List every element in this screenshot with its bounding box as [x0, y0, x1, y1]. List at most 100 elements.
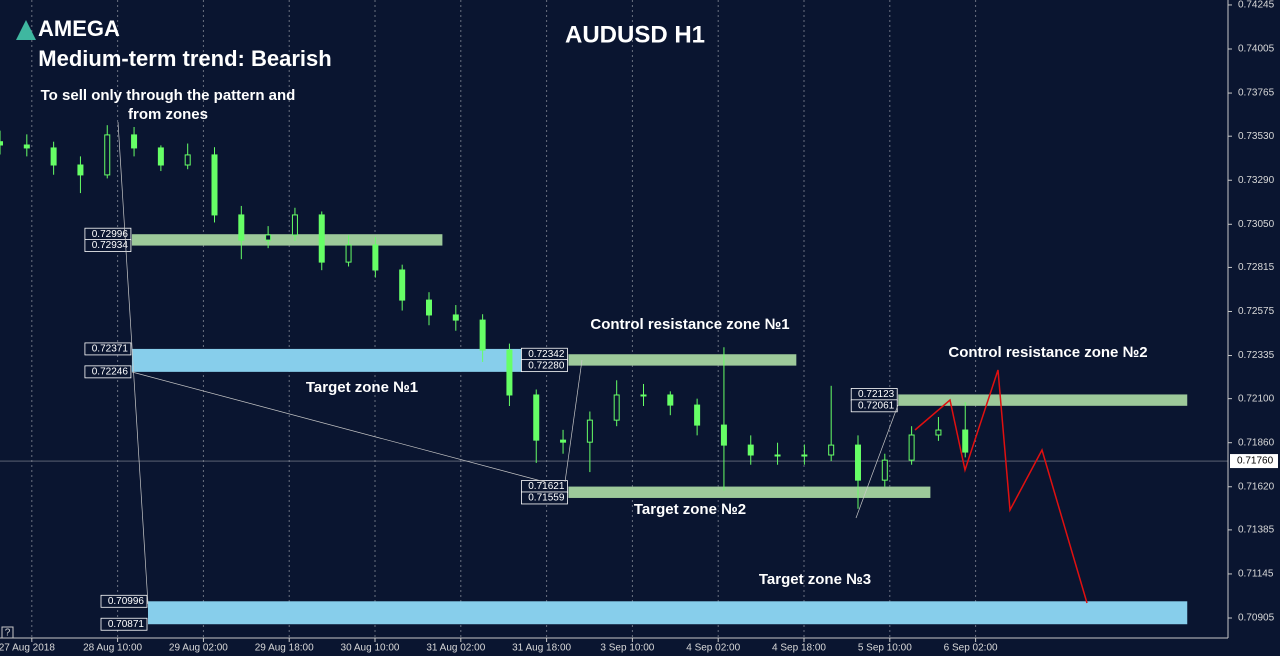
candle-body — [318, 214, 325, 263]
zone-price-label: 0.72996 — [92, 229, 129, 240]
candle-body — [211, 154, 218, 216]
candle-body — [238, 214, 245, 241]
candle-body — [291, 214, 298, 236]
candle-body — [372, 244, 379, 271]
x-tick-label: 31 Aug 18:00 — [512, 643, 571, 654]
y-tick-label: 0.73765 — [1238, 88, 1275, 99]
candle-body — [828, 444, 835, 456]
grid — [0, 0, 1228, 638]
y-tick-label: 0.73050 — [1238, 219, 1275, 230]
zone-price-label: 0.70996 — [108, 596, 145, 607]
candle-body — [667, 394, 674, 406]
zone — [148, 601, 1188, 625]
zone-price-label: 0.71621 — [528, 481, 565, 492]
x-tick-label: 29 Aug 18:00 — [255, 643, 314, 654]
candle-body — [854, 444, 861, 481]
candle-body — [720, 424, 727, 446]
y-tick-label: 0.72100 — [1238, 393, 1275, 404]
guide-lines — [117, 121, 899, 605]
y-tick-label: 0.71860 — [1238, 437, 1275, 448]
candle-body — [962, 429, 969, 453]
candle-body — [265, 234, 272, 241]
x-tick-label: 6 Sep 02:00 — [944, 643, 998, 654]
zone-price-label: 0.71559 — [528, 493, 565, 504]
y-tick-label: 0.72575 — [1238, 306, 1275, 317]
logo: AMEGA — [16, 16, 120, 41]
zone-price-box — [84, 342, 132, 356]
zone-price-label: 0.72371 — [92, 344, 129, 355]
candle-body — [345, 244, 352, 263]
candle-body — [184, 154, 191, 166]
y-tick-label: 0.73290 — [1238, 175, 1275, 186]
zone — [131, 234, 443, 246]
candle-body — [425, 299, 432, 316]
candle-body — [157, 147, 164, 166]
help-button[interactable] — [1, 626, 14, 639]
guide-line — [131, 371, 546, 483]
y-tick-label: 0.71620 — [1238, 481, 1275, 492]
zone-name: Target zone №1 — [306, 379, 418, 396]
help-label[interactable]: ? — [5, 628, 11, 639]
x-tick-label: 30 Aug 10:00 — [341, 643, 400, 654]
x-tick-label: 5 Sep 10:00 — [858, 643, 912, 654]
x-tick-label: 31 Aug 02:00 — [426, 643, 485, 654]
candle-body — [452, 314, 459, 321]
zone-name: Control resistance zone №1 — [590, 316, 789, 333]
x-tick-label: 4 Sep 18:00 — [772, 643, 826, 654]
zone-price-label: 0.72061 — [858, 400, 895, 411]
candle-body — [104, 134, 111, 176]
zone-price-box — [850, 399, 898, 413]
zone-name: Control resistance zone №2 — [948, 344, 1147, 361]
candle-body — [586, 419, 593, 443]
zone-price-label: 0.70871 — [108, 619, 145, 630]
candle-body — [881, 459, 888, 481]
zone — [568, 486, 931, 498]
zone-price-box — [84, 239, 132, 252]
zone-name: Target zone №2 — [634, 501, 746, 518]
candle-body — [613, 394, 620, 421]
candle-body — [50, 147, 57, 166]
forecast-line — [914, 369, 1088, 604]
zone — [131, 348, 529, 372]
annotation: from zones — [128, 106, 208, 123]
zone-price-box — [84, 365, 132, 379]
zone — [568, 354, 797, 366]
y-tick-label: 0.72335 — [1238, 350, 1275, 361]
zone-price-box — [521, 491, 568, 505]
x-tick-label: 4 Sep 02:00 — [686, 643, 740, 654]
zone-price-box — [521, 359, 568, 373]
y-tick-label: 0.71385 — [1238, 525, 1275, 536]
x-tick-label: 28 Aug 10:00 — [83, 643, 142, 654]
y-tick-label: 0.71145 — [1238, 569, 1274, 580]
candle-body — [77, 164, 84, 176]
candle-body — [640, 394, 647, 397]
zone-price-label: 0.72280 — [528, 360, 565, 371]
brand: AMEGA — [38, 16, 120, 41]
candle-body — [908, 434, 915, 461]
current-price-box — [1230, 454, 1278, 469]
candle-body — [533, 394, 540, 441]
candle-body — [479, 319, 486, 351]
candle-body — [560, 439, 567, 443]
candle-body — [399, 269, 406, 301]
subtitle: Medium-term trend: Bearish — [38, 46, 331, 71]
y-tick-label: 0.73530 — [1238, 131, 1275, 142]
guide-line — [117, 121, 149, 605]
x-tick-label: 27 Aug 2018 — [0, 643, 55, 654]
zone-price-label: 0.72342 — [528, 349, 565, 360]
guide-line — [855, 404, 899, 519]
candle-body — [131, 134, 138, 149]
annotation: To sell only through the pattern and — [41, 87, 296, 104]
y-tick-label: 0.70905 — [1238, 613, 1275, 624]
x-tick-label: 3 Sep 10:00 — [600, 643, 654, 654]
current-price-label: 0.71760 — [1237, 456, 1274, 467]
zone-price-label: 0.72934 — [92, 240, 129, 251]
candle-body — [694, 404, 701, 426]
candle-body — [935, 429, 942, 436]
chart-title: AUDUSD H1 — [565, 21, 705, 48]
zone-price-label: 0.72123 — [858, 389, 895, 400]
